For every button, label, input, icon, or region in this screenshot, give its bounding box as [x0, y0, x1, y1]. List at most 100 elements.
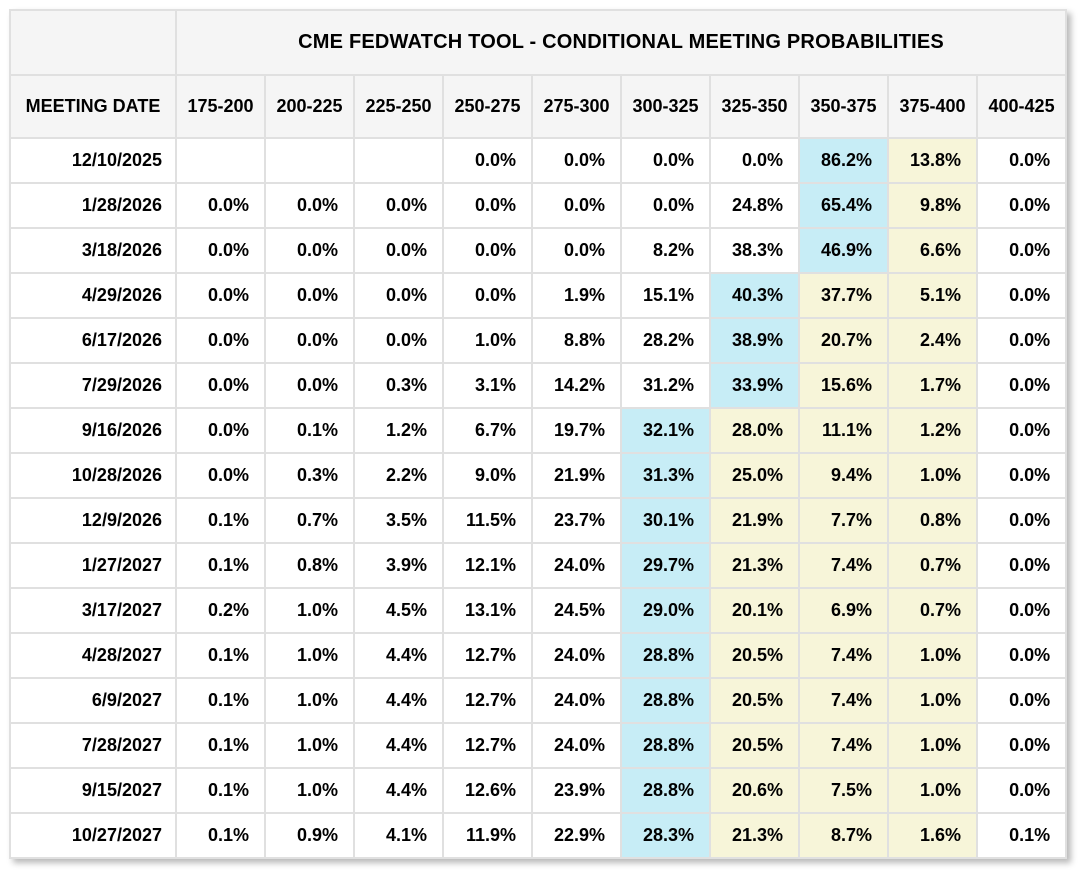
probability-cell: 0.0% [175, 407, 266, 454]
probability-cell: 1.0% [264, 632, 355, 679]
fedwatch-conditional-probabilities-table: CME FEDWATCH TOOL - CONDITIONAL MEETING … [9, 9, 1068, 859]
probability-cell: 0.0% [353, 317, 444, 364]
probability-cell: 28.3% [620, 812, 711, 859]
probability-cell: 12.6% [442, 767, 533, 814]
meeting-date-cell: 12/10/2025 [9, 137, 177, 184]
probability-cell: 38.9% [709, 317, 800, 364]
table-row: 9/16/2026 0.0% 0.1% 1.2% 6.7% 19.7% 32.1% 28.0%… [9, 407, 1068, 454]
table-row: 1/27/2027 0.1% 0.8% 3.9% 12.1% 24.0% 29.7% 21.3… [9, 542, 1068, 589]
table-row: 12/9/2026 0.1% 0.7% 3.5% 11.5% 23.7% 30.1% 21.9… [9, 497, 1068, 544]
probability-cell: 21.9% [531, 452, 622, 499]
probability-cell: 0.3% [353, 362, 444, 409]
meeting-date-header: MEETING DATE [9, 74, 177, 139]
probability-cell: 3.9% [353, 542, 444, 589]
meeting-date-cell: 9/15/2027 [9, 767, 177, 814]
probability-cell: 1.0% [887, 452, 978, 499]
probability-cell: 12.7% [442, 722, 533, 769]
probability-cell: 4.4% [353, 722, 444, 769]
probability-cell: 28.8% [620, 632, 711, 679]
table-row: 12/10/2025 0.0% 0.0% 0.0% 0.0% 86.2% 13.8% 0.0% [9, 137, 1068, 184]
rate-range-header: 350-375 [798, 74, 889, 139]
probability-cell: 86.2% [798, 137, 889, 184]
probability-cell: 0.0% [264, 272, 355, 319]
probability-cell: 1.6% [887, 812, 978, 859]
column-header-row: MEETING DATE 175-200 200-225 225-250 250-27… [9, 74, 1068, 139]
probability-cell: 24.0% [531, 677, 622, 724]
probability-cell: 0.3% [264, 452, 355, 499]
table-title: CME FEDWATCH TOOL - CONDITIONAL MEETING … [174, 9, 1068, 76]
table-row: 10/28/2026 0.0% 0.3% 2.2% 9.0% 21.9% 31.3% 25.0… [9, 452, 1068, 499]
probability-cell: 0.0% [975, 587, 1068, 634]
probability-cell: 29.7% [620, 542, 711, 589]
probability-cell: 0.0% [975, 362, 1068, 409]
probability-cell: 21.3% [709, 542, 800, 589]
probability-cell: 0.0% [975, 767, 1068, 814]
probability-cell: 9.0% [442, 452, 533, 499]
probability-cell: 65.4% [798, 182, 889, 229]
meeting-date-cell: 7/28/2027 [9, 722, 177, 769]
probability-cell: 0.0% [531, 182, 622, 229]
probability-cell: 0.8% [264, 542, 355, 589]
probability-cell: 0.0% [175, 317, 266, 364]
probability-cell: 24.0% [531, 542, 622, 589]
probability-cell: 24.8% [709, 182, 800, 229]
probability-cell: 11.9% [442, 812, 533, 859]
probability-cell: 30.1% [620, 497, 711, 544]
probability-cell: 31.3% [620, 452, 711, 499]
probability-cell: 0.0% [975, 137, 1068, 184]
probability-cell: 0.0% [175, 362, 266, 409]
probability-cell: 1.0% [264, 722, 355, 769]
probability-cell: 12.1% [442, 542, 533, 589]
probability-cell: 5.1% [887, 272, 978, 319]
table-row: 4/29/2026 0.0% 0.0% 0.0% 0.0% 1.9% 15.1% 40.3% 3… [9, 272, 1068, 319]
probability-cell: 21.3% [709, 812, 800, 859]
probability-cell: 0.1% [175, 722, 266, 769]
probability-cell: 20.7% [798, 317, 889, 364]
table-body: 12/10/2025 0.0% 0.0% 0.0% 0.0% 86.2% 13.8% 0.0%… [9, 137, 1068, 859]
probability-cell: 6.7% [442, 407, 533, 454]
probability-cell: 14.2% [531, 362, 622, 409]
meeting-date-cell: 6/9/2027 [9, 677, 177, 724]
table-row: 4/28/2027 0.1% 1.0% 4.4% 12.7% 24.0% 28.8% 20.5… [9, 632, 1068, 679]
probability-cell: 24.5% [531, 587, 622, 634]
table-row: 3/18/2026 0.0% 0.0% 0.0% 0.0% 0.0% 8.2% 38.3% 46… [9, 227, 1068, 274]
probability-cell: 20.1% [709, 587, 800, 634]
probability-cell: 1.0% [887, 632, 978, 679]
probability-cell: 0.1% [175, 677, 266, 724]
rate-range-header: 400-425 [975, 74, 1068, 139]
probability-cell: 0.0% [975, 272, 1068, 319]
title-row: CME FEDWATCH TOOL - CONDITIONAL MEETING … [9, 9, 1068, 76]
probability-cell: 0.0% [620, 182, 711, 229]
probability-cell: 1.0% [887, 677, 978, 724]
probability-cell: 28.8% [620, 767, 711, 814]
probability-cell: 21.9% [709, 497, 800, 544]
probability-cell: 0.1% [175, 812, 266, 859]
probability-cell: 19.7% [531, 407, 622, 454]
probability-cell: 0.1% [175, 767, 266, 814]
probability-cell: 0.7% [264, 497, 355, 544]
meeting-date-cell: 3/17/2027 [9, 587, 177, 634]
probability-cell: 12.7% [442, 677, 533, 724]
probability-cell: 1.0% [442, 317, 533, 364]
probability-cell: 9.4% [798, 452, 889, 499]
meeting-date-cell: 3/18/2026 [9, 227, 177, 274]
rate-range-header: 275-300 [531, 74, 622, 139]
probability-cell: 8.2% [620, 227, 711, 274]
probability-cell: 0.0% [264, 227, 355, 274]
probability-cell: 1.0% [264, 587, 355, 634]
probability-cell: 23.7% [531, 497, 622, 544]
probability-cell [264, 137, 355, 184]
table-row: 7/28/2027 0.1% 1.0% 4.4% 12.7% 24.0% 28.8% 20.5… [9, 722, 1068, 769]
probability-cell: 12.7% [442, 632, 533, 679]
probability-cell: 0.0% [975, 452, 1068, 499]
probability-cell: 38.3% [709, 227, 800, 274]
probability-cell: 22.9% [531, 812, 622, 859]
probability-cell: 0.0% [975, 317, 1068, 364]
probability-cell: 28.8% [620, 677, 711, 724]
rate-range-header: 200-225 [264, 74, 355, 139]
probability-cell: 7.7% [798, 497, 889, 544]
probability-cell: 4.4% [353, 632, 444, 679]
probability-cell: 0.9% [264, 812, 355, 859]
meeting-date-cell: 4/29/2026 [9, 272, 177, 319]
probability-cell: 8.7% [798, 812, 889, 859]
